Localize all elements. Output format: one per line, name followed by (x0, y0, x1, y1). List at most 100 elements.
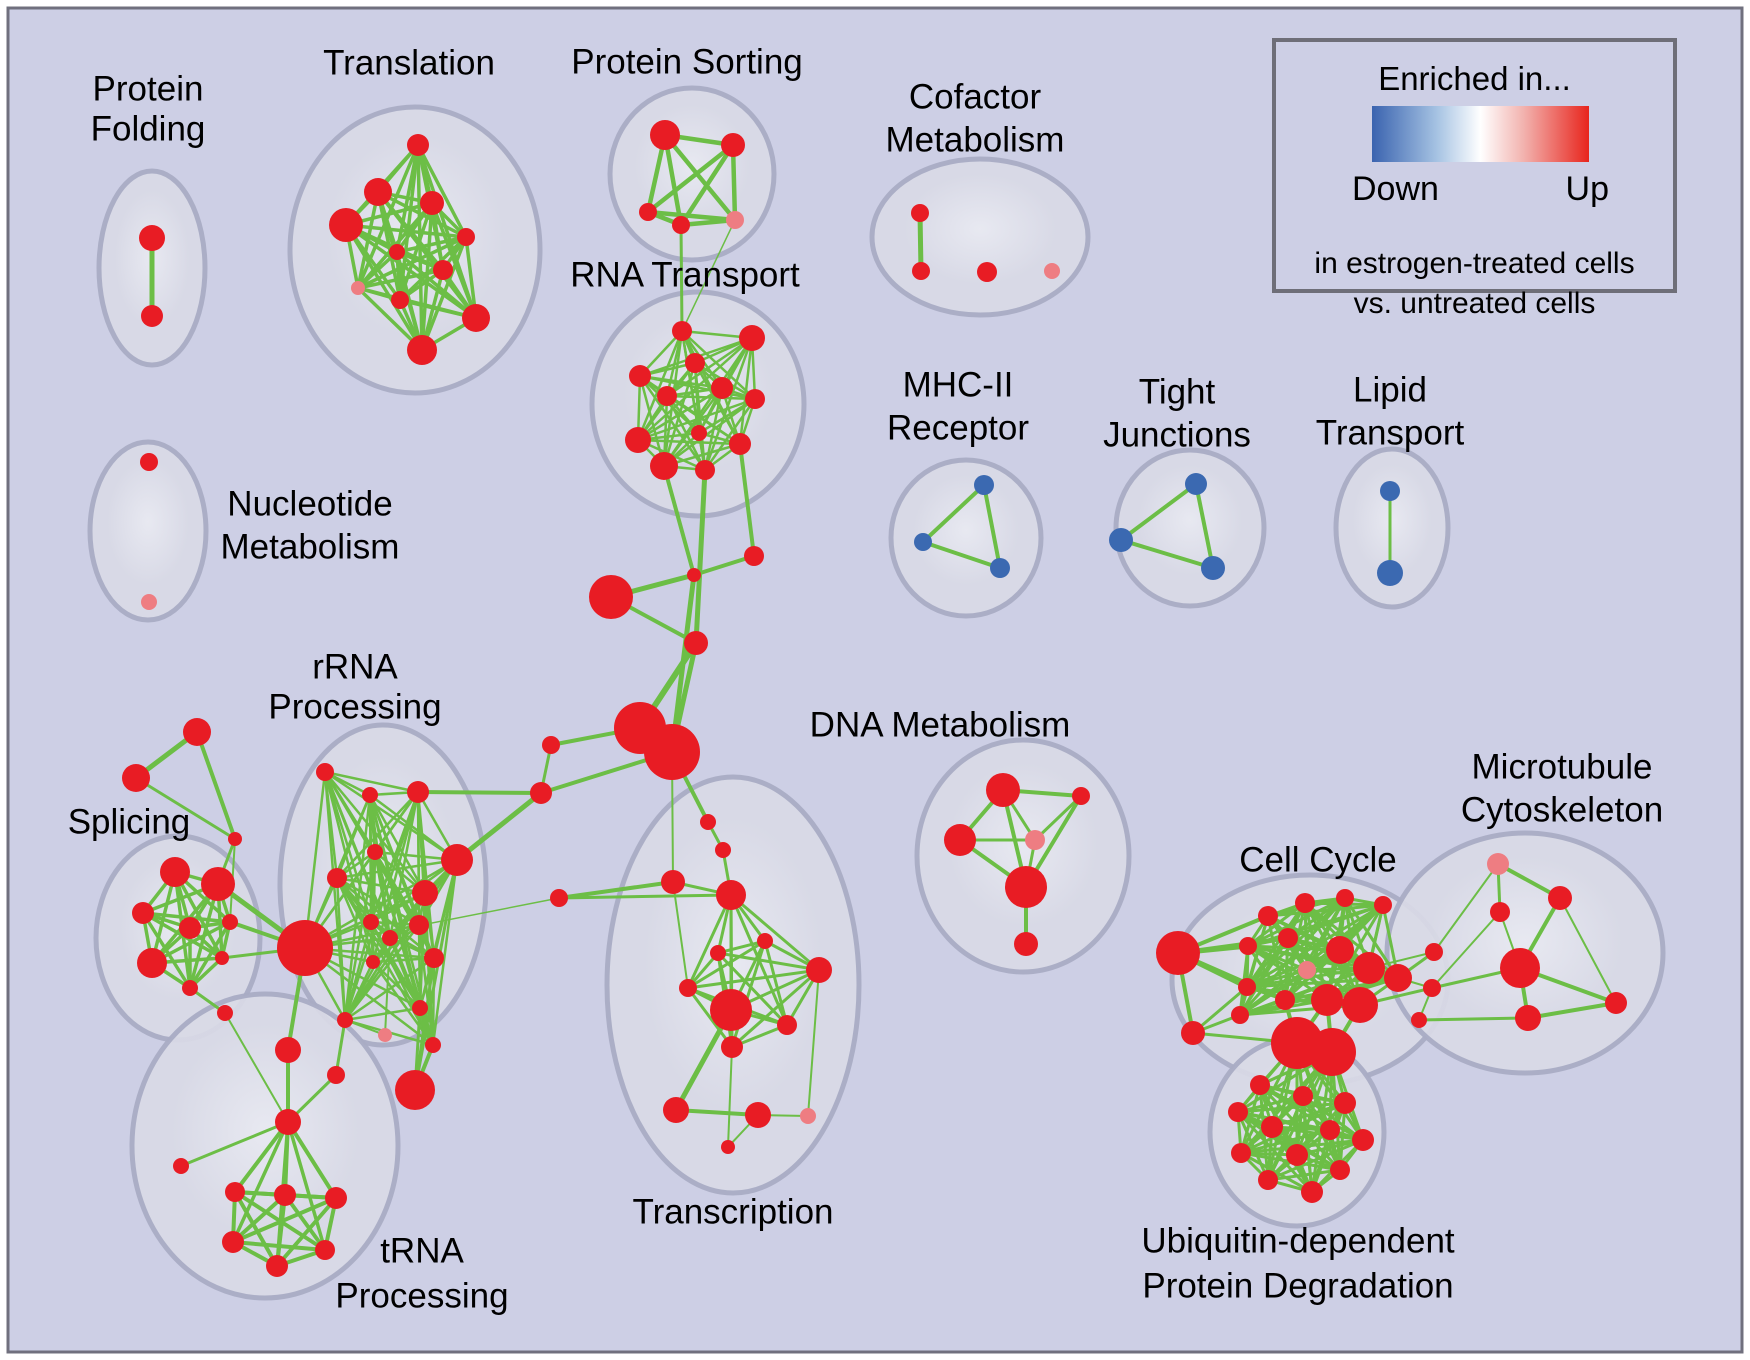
gene-set-node-rr7 (409, 915, 429, 935)
gene-set-node-k1 (1423, 979, 1441, 997)
edge-ps0-ps4 (662, 132, 738, 223)
gene-set-node-tc12 (721, 1140, 735, 1154)
edge-cc3-cc6 (1246, 901, 1307, 948)
cluster-label-dna-metabolism-line1: DNA Metabolism (810, 706, 1071, 745)
edge-ch6-tc1 (557, 893, 733, 900)
edge-rt1-rt9 (738, 336, 754, 446)
edge-rr4-rr5 (335, 876, 427, 895)
edge-rr10-rr12 (371, 956, 436, 964)
legend-ends: Down Up (1352, 170, 1609, 209)
cluster-label-microtubule-cytoskeleton-line2: Cytoskeleton (1461, 791, 1663, 830)
gene-set-node-lt1 (1377, 560, 1403, 586)
edge-rt4-rt6 (665, 394, 757, 401)
gene-set-node-ps3 (672, 216, 690, 234)
edge-cc4-cc6 (1246, 896, 1347, 948)
edge-rr10-rr13 (343, 956, 436, 1022)
edge-rr16-rr9 (384, 937, 391, 1036)
legend-box: Enriched in... Down Up in estrogen-treat… (1272, 38, 1677, 320)
edge-rt6-rt7 (636, 397, 757, 442)
gene-set-node-tn6 (315, 1240, 335, 1260)
gene-set-node-sp1 (201, 867, 235, 901)
gene-set-node-rt1 (739, 325, 765, 351)
edge-rt9-ch1 (738, 442, 756, 558)
edge-tc2-tc7 (763, 939, 789, 1027)
cluster-label-translation-line1: Translation (323, 44, 495, 83)
cluster-label-microtubule-cytoskeleton-line1: Microtubule (1472, 748, 1653, 787)
edge-mt1-mt4 (1559, 897, 1617, 1004)
edge-rr2-rr4 (335, 790, 420, 880)
edge-tc1-tc5 (686, 893, 733, 990)
edge-ps2-ps4 (645, 209, 738, 223)
edge-rr2-rr13 (343, 790, 420, 1022)
gene-set-node-cc2 (1258, 906, 1278, 926)
gene-set-node-tj2 (1201, 556, 1225, 580)
gene-set-node-rt8 (691, 425, 707, 441)
gene-set-node-rr4 (327, 868, 347, 888)
gene-set-node-dm2 (944, 824, 976, 856)
edge-rr6-rr15 (431, 858, 459, 1047)
edge-rt5-rt10 (662, 386, 724, 468)
cluster-label-nucleotide-metabolism-line2: Metabolism (221, 528, 400, 567)
gene-set-node-rr5 (412, 880, 438, 906)
cluster-label-protein-folding-line1: Protein (93, 70, 204, 109)
cluster-label-trna-processing-line1: tRNA (380, 1232, 464, 1271)
edge-tn0-tn4 (286, 1120, 338, 1200)
edge-rr8-rr15 (369, 920, 435, 1047)
gene-set-node-tl3 (329, 208, 363, 242)
edge-rr0-rr6 (323, 770, 459, 862)
gene-set-node-mh1 (914, 533, 932, 551)
edge-tc3-tc7 (716, 951, 789, 1027)
gene-set-node-rr8 (363, 914, 379, 930)
edge-sp10-sp8 (134, 776, 237, 841)
edge-mt4-mt5 (1526, 1001, 1618, 1020)
edge-cc5-cc7 (1286, 903, 1385, 940)
gene-set-node-rr16 (378, 1028, 392, 1042)
gene-set-node-rt9 (729, 433, 751, 455)
gene-set-node-mt1 (1548, 886, 1572, 910)
cluster-ellipse-tight-junctions (1113, 447, 1267, 609)
edge-tc2-tc3 (716, 939, 767, 955)
gene-set-node-dm1 (1072, 787, 1090, 805)
gene-set-node-rr14 (412, 1000, 428, 1016)
gene-set-node-tl0 (407, 134, 429, 156)
edge-tl4-tl8 (398, 235, 468, 302)
gene-set-node-sp5 (137, 948, 167, 978)
cluster-ellipse-trna-processing (129, 991, 401, 1301)
gene-set-node-tc7 (777, 1015, 797, 1035)
gene-set-node-ub9 (1330, 1160, 1350, 1180)
edge-tn0-tn5 (231, 1120, 290, 1244)
legend-up-label: Up (1565, 170, 1609, 208)
edge-tl5-tl9 (395, 250, 478, 320)
gene-set-node-rr3 (367, 844, 383, 860)
gene-set-node-mh2 (990, 558, 1010, 578)
cluster-label-lipid-transport-line1: Lipid (1353, 371, 1427, 410)
gene-set-node-ch7 (700, 814, 716, 830)
gene-set-node-rr15 (425, 1037, 441, 1053)
cluster-ellipse-protein-sorting (607, 85, 777, 263)
gene-set-node-tc8 (721, 1036, 743, 1058)
cluster-ellipse-lipid-transport (1333, 446, 1451, 610)
gene-set-node-rr2 (407, 781, 429, 803)
gene-set-node-ch6 (550, 889, 568, 907)
gene-set-node-rt5 (711, 377, 733, 399)
gene-set-node-mt0 (1487, 853, 1509, 875)
gene-set-node-mt5 (1515, 1005, 1541, 1031)
cluster-ellipse-cofactor-metabolism (869, 156, 1091, 318)
gene-set-node-cc10 (1353, 952, 1385, 984)
gene-set-node-ch1 (744, 546, 764, 566)
gene-set-node-tc2 (757, 933, 773, 949)
gene-set-node-rr11 (277, 920, 333, 976)
edge-rr6-rr11 (303, 858, 459, 950)
edge-tj1-tj2 (1119, 538, 1215, 570)
gene-set-node-rt10 (650, 452, 678, 480)
legend-title: Enriched in... (1378, 60, 1571, 97)
cluster-label-mhc-ii-receptor-line2: Receptor (887, 409, 1029, 448)
edge-rt0-rt6 (680, 329, 757, 401)
edge-tc4-tc5 (686, 968, 821, 990)
gene-set-node-tc9 (663, 1097, 689, 1123)
gene-set-node-tl6 (433, 260, 453, 280)
edge-rr4-rr10 (335, 876, 436, 960)
edge-rt6-rt11 (703, 397, 757, 472)
